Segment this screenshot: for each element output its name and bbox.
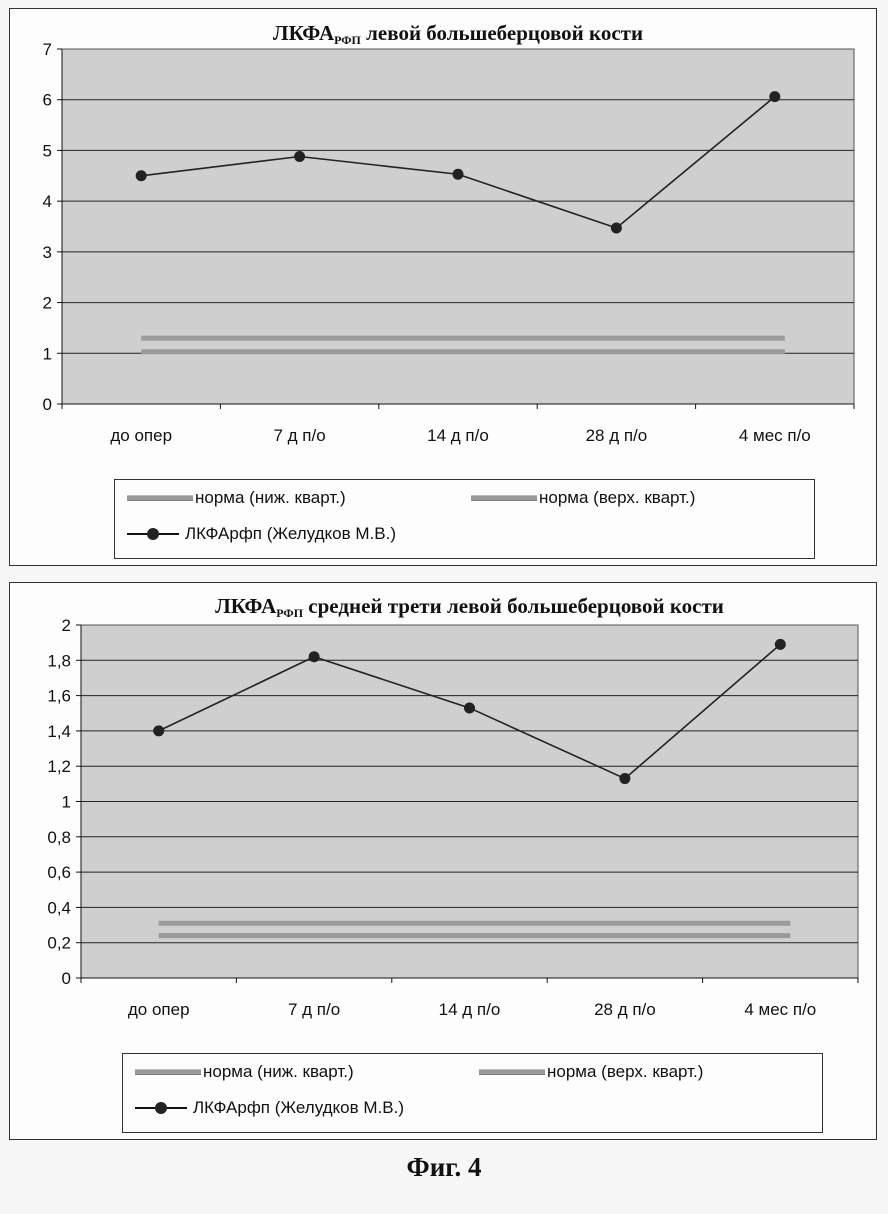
y-tick-label: 0 [62,969,71,988]
x-tick-label: 7 д п/о [273,426,325,445]
y-tick-label: 0 [43,395,52,414]
chart-title-main: ЛКФА [273,21,335,45]
legend-item-upper-quartile: норма (верх. кварт.) [479,1062,703,1082]
y-tick-label: 1,6 [47,687,71,706]
legend-item-lower-quartile: норма (ниж. кварт.) [127,488,346,508]
figure-caption: Фиг. 4 [0,1152,888,1183]
y-tick-label: 1,8 [47,651,71,670]
x-tick-label: до опер [128,1000,190,1019]
data-point [464,702,475,713]
legend-item-lkfa-series: ЛКФАрфп (Желудков М.В.) [135,1098,404,1118]
legend-item-upper-quartile: норма (верх. кварт.) [471,488,695,508]
y-tick-label: 6 [43,91,52,110]
legend-item-lower-quartile: норма (ниж. кварт.) [135,1062,354,1082]
y-tick-label: 1,2 [47,757,71,776]
x-tick-label: 4 мес п/о [744,1000,816,1019]
chart-title-main: ЛКФА [215,594,277,618]
legend-label: ЛКФАрфп (Желудков М.В.) [185,524,396,544]
y-tick-label: 1 [62,793,71,812]
data-point [294,151,305,162]
data-point [775,639,786,650]
chart-title-subscript: РФП [276,606,303,620]
data-point [453,169,464,180]
chart-title-rest: средней трети левой большеберцовой кости [303,594,724,618]
chart-title: ЛКФАРФП средней трети левой большеберцов… [215,594,724,620]
data-point [309,651,320,662]
y-tick-label: 1,4 [47,722,71,741]
x-tick-label: 14 д п/о [439,1000,501,1019]
data-point [619,773,630,784]
y-tick-label: 4 [43,192,52,211]
band-swatch-icon [471,495,537,501]
y-tick-label: 0,8 [47,828,71,847]
y-tick-label: 0,6 [47,863,71,882]
band-swatch-icon [479,1069,545,1075]
y-tick-label: 0,4 [47,898,71,917]
chart-2: ЛКФАРФП средней трети левой большеберцов… [9,582,877,1140]
data-point [769,91,780,102]
legend-label: норма (верх. кварт.) [539,488,695,508]
chart-1-plot: ЛКФАРФП левой большеберцовой кости 0 1 2 3 4 5… [10,9,878,479]
x-tick-label: 28 д п/о [586,426,648,445]
y-tick-label: 2 [43,294,52,313]
chart-title-rest: левой большеберцовой кости [361,21,643,45]
y-tick-label: 3 [43,243,52,262]
y-tick-label: 5 [43,141,52,160]
x-tick-label: 14 д п/о [427,426,489,445]
legend-label: норма (ниж. кварт.) [195,488,346,508]
chart-1-legend: норма (ниж. кварт.) норма (верх. кварт.)… [114,479,815,559]
legend-label: норма (верх. кварт.) [547,1062,703,1082]
data-point [611,223,622,234]
data-point [136,170,147,181]
band-swatch-icon [127,495,193,501]
x-tick-label: до опер [110,426,172,445]
line-marker-swatch-icon [127,533,179,535]
y-tick-label: 0,2 [47,934,71,953]
band-swatch-icon [135,1069,201,1075]
y-tick-label: 1 [43,344,52,363]
data-point [153,725,164,736]
legend-item-lkfa-series: ЛКФАрфп (Желудков М.В.) [127,524,396,544]
x-tick-label: 4 мес п/о [739,426,811,445]
chart-2-legend: норма (ниж. кварт.) норма (верх. кварт.)… [122,1053,823,1133]
y-tick-label: 2 [62,616,71,635]
x-tick-label: 28 д п/о [594,1000,656,1019]
x-tick-label: 7 д п/о [288,1000,340,1019]
chart-title-subscript: РФП [334,33,361,47]
chart-title: ЛКФАРФП левой большеберцовой кости [273,21,643,47]
chart-1: ЛКФАРФП левой большеберцовой кости 0 1 2 3 4 5… [9,8,877,566]
line-marker-swatch-icon [135,1107,187,1109]
y-tick-label: 7 [43,40,52,59]
chart-2-plot: ЛКФАРФП средней трети левой большеберцов… [10,583,878,1053]
legend-label: ЛКФАрфп (Желудков М.В.) [193,1098,404,1118]
legend-label: норма (ниж. кварт.) [203,1062,354,1082]
